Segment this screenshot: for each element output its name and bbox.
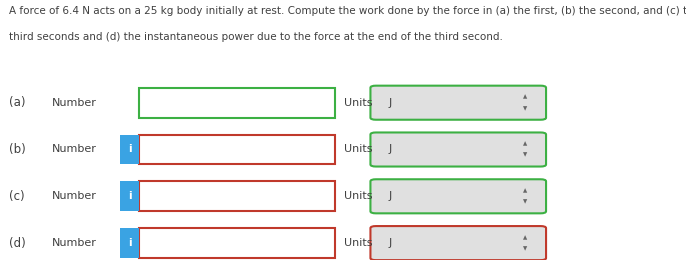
Text: third seconds and (d) the instantaneous power due to the force at the end of the: third seconds and (d) the instantaneous … [9, 32, 503, 42]
Text: Units: Units [344, 191, 373, 201]
FancyBboxPatch shape [120, 228, 139, 258]
Text: (b): (b) [9, 143, 25, 156]
FancyBboxPatch shape [139, 228, 335, 258]
Text: J: J [388, 191, 392, 201]
Text: Number: Number [51, 191, 96, 201]
Text: J: J [388, 98, 392, 108]
FancyBboxPatch shape [370, 132, 546, 166]
Text: ▼: ▼ [523, 106, 528, 111]
Text: ▲: ▲ [523, 235, 528, 240]
FancyBboxPatch shape [139, 181, 335, 211]
FancyBboxPatch shape [120, 135, 139, 165]
Text: ▲: ▲ [523, 94, 528, 100]
Text: ▼: ▼ [523, 199, 528, 205]
FancyBboxPatch shape [370, 86, 546, 120]
Text: (a): (a) [9, 96, 25, 109]
Text: Units: Units [344, 98, 373, 108]
Text: J: J [388, 145, 392, 154]
Text: Number: Number [51, 238, 96, 248]
FancyBboxPatch shape [139, 88, 335, 118]
FancyBboxPatch shape [139, 135, 335, 165]
Text: Number: Number [51, 145, 96, 154]
FancyBboxPatch shape [370, 179, 546, 213]
Text: (d): (d) [9, 237, 25, 250]
Text: Units: Units [344, 145, 373, 154]
Text: ▲: ▲ [523, 141, 528, 146]
Text: J: J [388, 238, 392, 248]
Text: i: i [128, 145, 132, 154]
FancyBboxPatch shape [120, 181, 139, 211]
Text: (c): (c) [9, 190, 25, 203]
FancyBboxPatch shape [370, 226, 546, 260]
Text: ▲: ▲ [523, 188, 528, 193]
Text: ▼: ▼ [523, 153, 528, 158]
Text: Units: Units [344, 238, 373, 248]
Text: i: i [128, 238, 132, 248]
Text: Number: Number [51, 98, 96, 108]
Text: A force of 6.4 N acts on a 25 kg body initially at rest. Compute the work done b: A force of 6.4 N acts on a 25 kg body in… [9, 6, 686, 16]
Text: i: i [128, 191, 132, 201]
Text: ▼: ▼ [523, 246, 528, 251]
